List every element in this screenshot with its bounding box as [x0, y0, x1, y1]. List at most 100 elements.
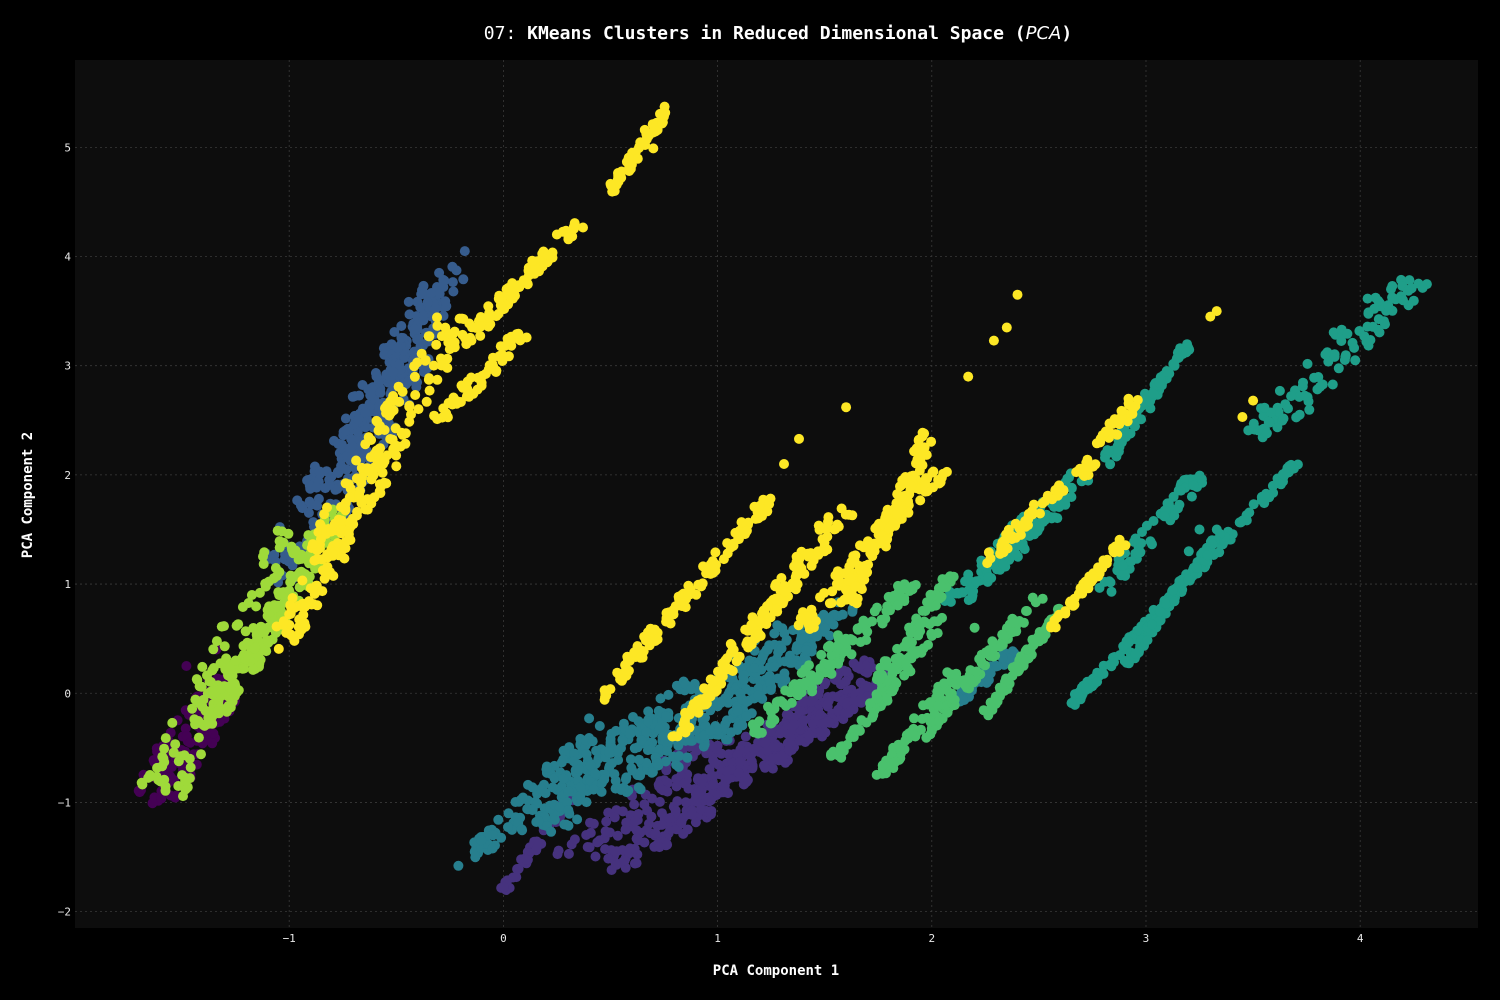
- data-point-cluster-4: [1329, 349, 1340, 360]
- data-point-cluster-5: [916, 724, 926, 735]
- data-point-cluster-4: [1136, 538, 1147, 549]
- data-point-cluster-2: [338, 463, 349, 474]
- data-point-cluster-7: [1079, 471, 1090, 481]
- data-point-cluster-6: [219, 621, 229, 632]
- data-point-cluster-6: [160, 785, 171, 796]
- data-point-cluster-7: [652, 634, 663, 645]
- data-point-cluster-5: [892, 600, 903, 611]
- data-point-cluster-7: [391, 450, 402, 461]
- data-point-cluster-7: [684, 722, 695, 733]
- data-point-cluster-3: [716, 697, 727, 708]
- data-point-cluster-4: [1207, 539, 1218, 549]
- data-point-cluster-7: [390, 423, 401, 434]
- data-point-cluster-1: [686, 809, 697, 820]
- data-point-cluster-4: [1066, 483, 1077, 494]
- data-point-cluster-7: [1012, 289, 1023, 300]
- data-point-cluster-7: [327, 549, 338, 560]
- data-point-cluster-3: [563, 805, 574, 816]
- data-point-cluster-6: [231, 620, 242, 631]
- data-point-cluster-4: [1202, 550, 1213, 561]
- data-point-cluster-4: [1117, 560, 1128, 571]
- data-point-cluster-6: [196, 749, 206, 760]
- data-point-cluster-7: [351, 510, 362, 521]
- data-point-cluster-2: [434, 267, 445, 278]
- data-point-cluster-7: [344, 517, 355, 528]
- data-point-cluster-3: [629, 743, 640, 754]
- data-point-cluster-7: [1052, 483, 1063, 494]
- data-point-cluster-2: [340, 413, 351, 424]
- data-point-cluster-5: [781, 700, 791, 711]
- data-point-cluster-7: [384, 410, 395, 421]
- data-point-cluster-1: [680, 797, 691, 808]
- data-point-cluster-7: [740, 624, 751, 635]
- data-point-cluster-7: [725, 542, 736, 553]
- data-point-cluster-4: [1191, 562, 1202, 573]
- data-point-cluster-1: [629, 843, 640, 854]
- chart-title-suffix: ): [1061, 23, 1072, 44]
- data-point-cluster-5: [945, 571, 956, 582]
- data-point-cluster-3: [741, 696, 752, 707]
- data-point-cluster-7: [518, 275, 529, 286]
- data-point-cluster-7: [606, 180, 616, 191]
- data-point-cluster-7: [988, 335, 999, 346]
- data-point-cluster-1: [862, 667, 873, 678]
- data-point-cluster-7: [852, 593, 863, 604]
- data-point-cluster-4: [1417, 282, 1428, 293]
- data-point-cluster-6: [271, 571, 282, 581]
- data-point-cluster-7: [623, 152, 634, 163]
- data-point-cluster-3: [587, 736, 598, 747]
- data-point-cluster-7: [710, 547, 721, 558]
- data-point-cluster-6: [170, 739, 181, 750]
- data-point-cluster-1: [646, 811, 657, 822]
- data-point-cluster-3: [590, 768, 601, 779]
- data-point-cluster-0: [181, 661, 192, 671]
- data-point-cluster-7: [380, 403, 390, 414]
- data-point-cluster-1: [706, 771, 717, 782]
- data-point-cluster-6: [237, 602, 248, 612]
- data-point-cluster-4: [1404, 275, 1415, 286]
- data-point-cluster-7: [363, 466, 374, 477]
- data-point-cluster-7: [432, 414, 443, 425]
- data-point-cluster-7: [802, 548, 813, 559]
- data-point-cluster-3: [621, 772, 632, 783]
- data-point-cluster-4: [1259, 402, 1270, 413]
- data-point-cluster-3: [847, 606, 858, 617]
- data-point-cluster-2: [311, 482, 322, 493]
- data-point-cluster-5: [905, 627, 916, 638]
- data-point-cluster-1: [772, 753, 783, 764]
- data-point-cluster-7: [1071, 467, 1082, 478]
- data-point-cluster-4: [1194, 524, 1205, 535]
- data-point-cluster-4: [983, 572, 994, 582]
- data-point-cluster-1: [716, 748, 727, 759]
- data-point-cluster-1: [690, 817, 701, 828]
- data-point-cluster-7: [850, 581, 861, 592]
- data-point-cluster-7: [1091, 438, 1102, 449]
- data-point-cluster-4: [1145, 536, 1156, 547]
- data-point-cluster-3: [753, 690, 764, 701]
- data-point-cluster-5: [880, 613, 891, 624]
- data-point-cluster-1: [621, 817, 632, 828]
- data-point-cluster-5: [923, 639, 933, 650]
- data-point-cluster-3: [662, 746, 672, 756]
- data-point-cluster-4: [1362, 293, 1373, 304]
- data-point-cluster-7: [911, 458, 921, 469]
- data-point-cluster-7: [612, 667, 623, 678]
- data-point-cluster-3: [574, 764, 585, 775]
- data-point-cluster-3: [795, 634, 806, 645]
- data-point-cluster-5: [867, 712, 878, 723]
- data-point-cluster-7: [876, 536, 886, 547]
- data-point-cluster-7: [454, 313, 465, 324]
- data-point-cluster-2: [411, 382, 422, 393]
- data-point-cluster-5: [1034, 627, 1045, 637]
- data-point-cluster-7: [754, 615, 765, 626]
- data-point-cluster-4: [1174, 576, 1185, 587]
- data-point-cluster-6: [204, 676, 215, 687]
- data-point-cluster-4: [1162, 367, 1172, 377]
- data-point-cluster-7: [366, 474, 377, 485]
- data-point-cluster-3: [705, 725, 716, 736]
- data-point-cluster-5: [920, 606, 931, 616]
- data-point-cluster-4: [1135, 547, 1146, 558]
- data-point-cluster-4: [1183, 546, 1194, 557]
- data-point-cluster-1: [692, 796, 703, 807]
- data-point-cluster-1: [629, 799, 640, 810]
